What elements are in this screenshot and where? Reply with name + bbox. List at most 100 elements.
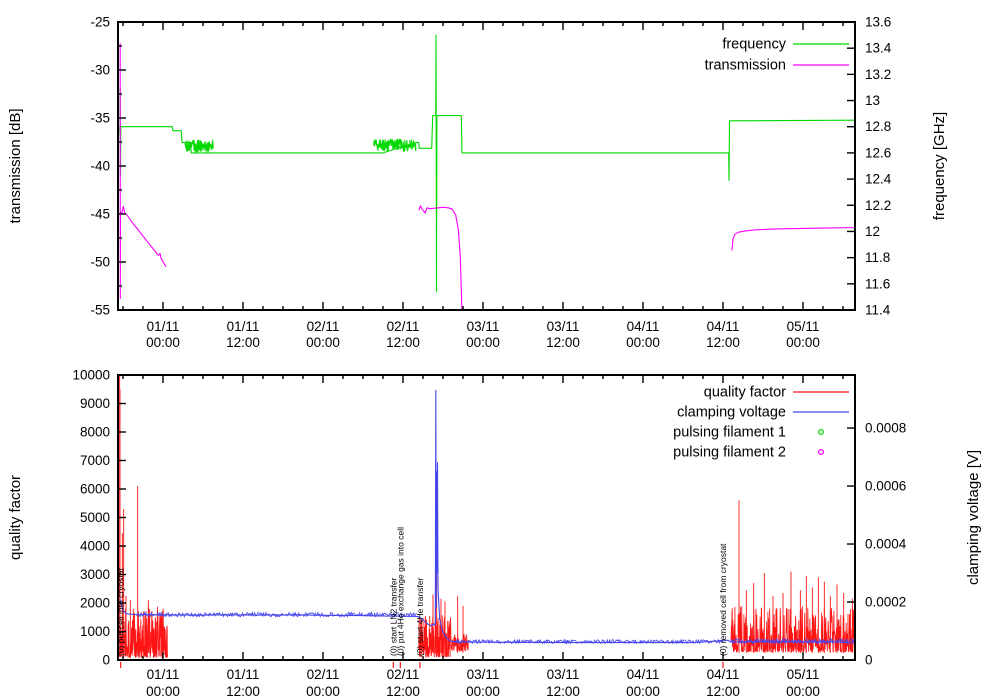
legend-label-frequency: frequency <box>722 37 786 53</box>
x-tick-label: 01/11 <box>147 667 180 682</box>
x-tick-label: 00:00 <box>626 335 660 350</box>
x-tick-label: 00:00 <box>306 335 340 350</box>
x-tick-label: 02/11 <box>307 667 340 682</box>
quality-clamping-chart-legend: quality factor clamping voltage pulsing fi… <box>673 385 849 461</box>
y-left-tick-label: 3000 <box>80 567 110 582</box>
x-tick-label: 04/11 <box>627 667 660 682</box>
y-right-tick-label: 0.0004 <box>865 537 907 552</box>
x-tick-label: 00:00 <box>146 684 180 699</box>
series-quality-factor-noise <box>450 633 469 652</box>
series-frequency-noise <box>184 138 214 154</box>
legend-label-quality-factor: quality factor <box>704 385 786 401</box>
event-annotation: (0) removed cell from cryostat <box>718 543 728 656</box>
transmission-frequency-chart: 01/1100:0001/1112:0002/1100:0002/1112:00… <box>7 15 948 351</box>
quality-clamping-chart-yright-title: clamping voltage [V] <box>965 450 982 585</box>
transmission-frequency-chart-yleft-title: transmission [dB] <box>7 108 24 223</box>
quality-clamping-chart-yleft-title: quality factor <box>7 475 24 560</box>
y-right-tick-label: 12.4 <box>865 172 892 187</box>
y-right-tick-label: 12 <box>865 224 880 239</box>
event-annotation: (0) put 4He exchange gas into cell <box>395 527 405 656</box>
x-tick-label: 04/11 <box>707 319 740 334</box>
x-tick-label: 02/11 <box>387 319 420 334</box>
x-tick-label: 02/11 <box>387 667 420 682</box>
quality-clamping-chart-ticks <box>118 374 855 661</box>
transmission-frequency-chart-tick-labels: 01/1100:0001/1112:0002/1100:0002/1112:00… <box>90 15 891 351</box>
y-left-tick-label: 5000 <box>80 510 110 525</box>
transmission-frequency-chart-series-area <box>119 34 855 310</box>
quality-clamping-chart-series-area <box>118 375 855 659</box>
x-tick-label: 12:00 <box>546 335 580 350</box>
x-tick-label: 00:00 <box>306 684 340 699</box>
y-left-tick-label: -25 <box>90 15 110 30</box>
series-clamping-voltage <box>119 389 855 644</box>
x-tick-label: 01/11 <box>227 319 260 334</box>
legend-sample-pulsing-filament-1 <box>817 429 824 436</box>
event-annotation: (0) start LN2 transfer <box>388 577 398 656</box>
x-tick-label: 01/11 <box>147 319 180 334</box>
y-left-tick-label: 9000 <box>80 396 110 411</box>
legend-label-pulsing-filament-1: pulsing filament 1 <box>673 425 786 441</box>
x-tick-label: 03/11 <box>547 319 580 334</box>
series-transmission <box>119 43 167 300</box>
y-left-tick-label: -30 <box>90 63 110 78</box>
x-tick-label: 05/11 <box>787 319 820 334</box>
series-transmission <box>731 227 855 251</box>
series-clamping-voltage-noise <box>452 638 723 645</box>
y-right-tick-label: 13.6 <box>865 15 891 30</box>
x-tick-label: 00:00 <box>626 684 660 699</box>
y-left-tick-label: 7000 <box>80 453 110 468</box>
y-left-tick-label: 0 <box>102 653 110 668</box>
x-tick-label: 12:00 <box>386 335 420 350</box>
y-right-tick-label: 12.2 <box>865 198 891 213</box>
x-tick-label: 04/11 <box>627 319 660 334</box>
y-right-tick-label: 0.0006 <box>865 479 906 494</box>
x-tick-label: 05/11 <box>787 667 820 682</box>
x-tick-label: 00:00 <box>466 335 500 350</box>
quality-clamping-chart: (0) put cell into cryostat (0) start LN2 … <box>7 368 982 700</box>
x-tick-label: 03/11 <box>467 319 500 334</box>
transmission-frequency-chart-yright-title: frequency [GHz] <box>931 112 948 220</box>
y-left-tick-label: 10000 <box>72 368 110 383</box>
y-right-tick-label: 13 <box>865 93 880 108</box>
x-tick-label: 12:00 <box>706 684 740 699</box>
y-left-tick-label: 8000 <box>80 425 110 440</box>
transmission-frequency-chart-legend: frequency transmission <box>705 37 849 74</box>
y-left-tick-label: -40 <box>90 159 110 174</box>
x-tick-label: 02/11 <box>307 319 340 334</box>
y-left-tick-label: -45 <box>90 207 110 222</box>
legend-label-transmission: transmission <box>705 58 786 74</box>
x-tick-label: 12:00 <box>226 684 260 699</box>
x-tick-label: 00:00 <box>786 684 820 699</box>
y-left-tick-label: -35 <box>90 111 110 126</box>
x-tick-label: 03/11 <box>547 667 580 682</box>
y-right-tick-label: 12.6 <box>865 145 891 160</box>
series-frequency <box>119 34 855 293</box>
legend-sample-pulsing-filament-2 <box>817 449 824 456</box>
x-tick-label: 12:00 <box>386 684 420 699</box>
transmission-frequency-chart-ticks <box>118 21 855 311</box>
y-left-tick-label: -55 <box>90 303 110 318</box>
x-tick-label: 01/11 <box>227 667 260 682</box>
y-right-tick-label: 0.0008 <box>865 421 906 436</box>
series-quality-factor-noise <box>730 606 855 654</box>
x-tick-label: 12:00 <box>706 335 740 350</box>
x-tick-label: 12:00 <box>546 684 580 699</box>
y-right-tick-label: 12.8 <box>865 119 891 134</box>
y-right-tick-label: 11.4 <box>865 303 891 318</box>
x-tick-label: 00:00 <box>466 684 500 699</box>
x-tick-label: 00:00 <box>786 335 820 350</box>
x-tick-label: 04/11 <box>707 667 740 682</box>
x-tick-label: 03/11 <box>467 667 500 682</box>
y-right-tick-label: 11.8 <box>865 250 890 265</box>
y-left-tick-label: 1000 <box>80 624 110 639</box>
x-tick-label: 12:00 <box>226 335 260 350</box>
y-left-tick-label: 2000 <box>80 596 110 611</box>
y-right-tick-label: 0.0002 <box>865 595 906 610</box>
x-tick-label: 00:00 <box>146 335 180 350</box>
legend-label-clamping-voltage: clamping voltage <box>677 405 786 421</box>
y-right-tick-label: 11.6 <box>865 276 890 291</box>
y-right-tick-label: 13.2 <box>865 67 891 82</box>
y-left-tick-label: 6000 <box>80 482 110 497</box>
